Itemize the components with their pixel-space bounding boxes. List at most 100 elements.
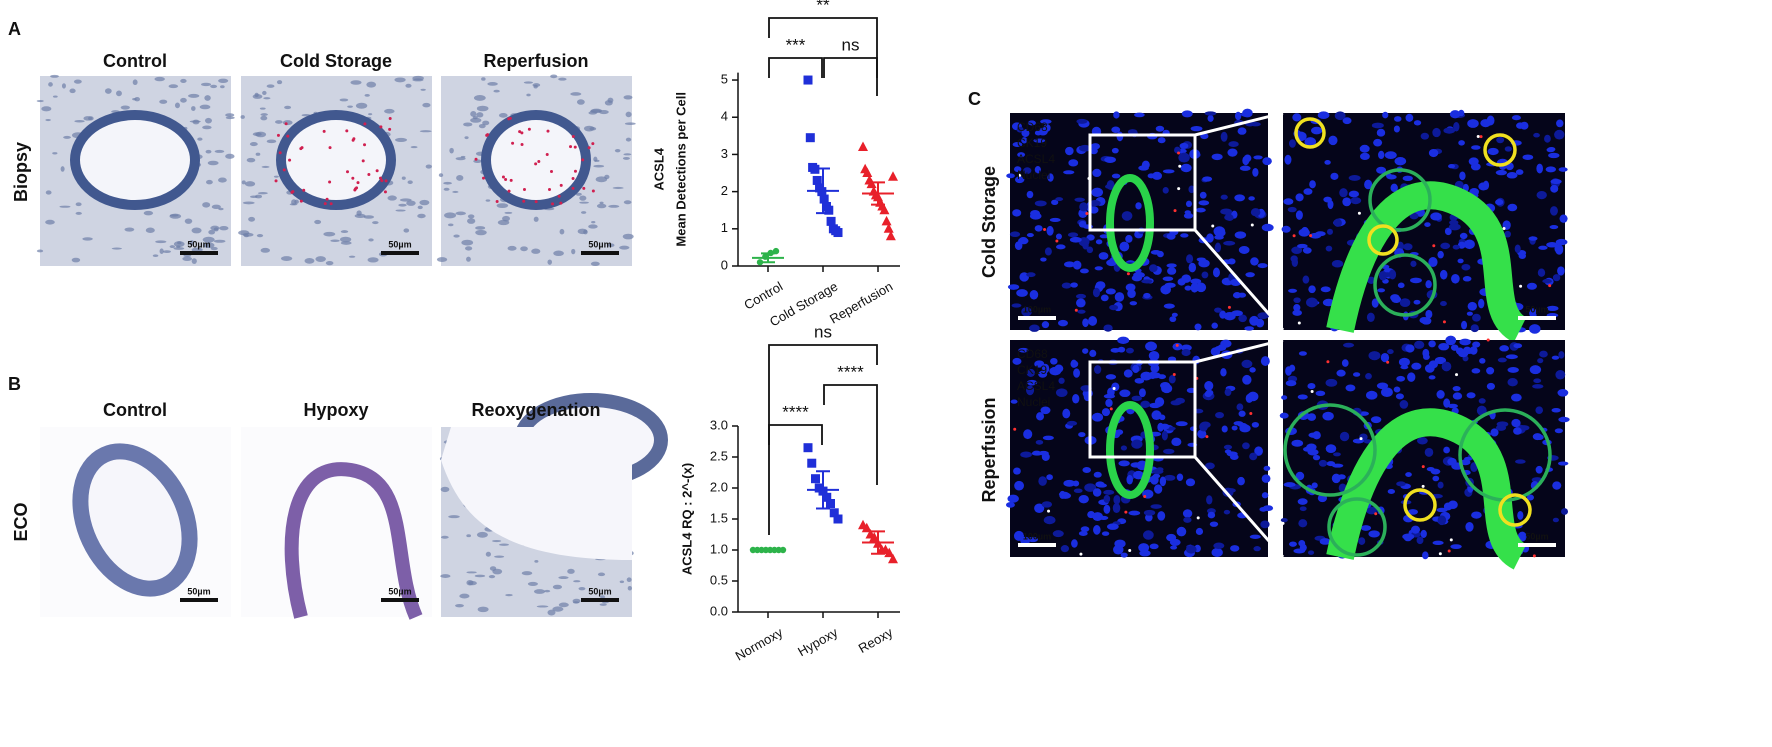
nucleus bbox=[1291, 257, 1299, 267]
nucleus bbox=[1046, 474, 1053, 481]
probe-dot bbox=[509, 178, 513, 182]
nucleus bbox=[1339, 188, 1348, 198]
nucleus bbox=[1026, 272, 1036, 278]
nucleus bbox=[1237, 127, 1247, 135]
cell bbox=[204, 95, 211, 101]
data-point bbox=[826, 216, 836, 226]
nucleus bbox=[1176, 473, 1184, 481]
nucleus bbox=[1034, 225, 1043, 232]
nucleus bbox=[1376, 382, 1389, 390]
nucleus bbox=[1152, 473, 1161, 479]
nucleus bbox=[1478, 398, 1486, 404]
nucleus bbox=[1234, 194, 1246, 202]
nucleus bbox=[1371, 298, 1379, 308]
signal bbox=[1310, 389, 1314, 393]
nucleus bbox=[1352, 372, 1361, 377]
nucleus bbox=[1080, 526, 1090, 532]
cell bbox=[544, 589, 551, 593]
cell bbox=[210, 225, 220, 231]
nucleus bbox=[1391, 296, 1402, 304]
nucleus bbox=[1049, 217, 1061, 222]
y-tick-label: 3.0 bbox=[710, 417, 728, 432]
nucleus bbox=[1398, 357, 1410, 367]
nucleus bbox=[1223, 312, 1236, 321]
image-title: Reoxygenation bbox=[471, 400, 600, 420]
cell bbox=[284, 105, 292, 110]
cell bbox=[132, 79, 138, 86]
nucleus bbox=[1179, 142, 1189, 150]
nucleus bbox=[1542, 278, 1552, 284]
nucleus bbox=[1140, 371, 1153, 381]
data-point bbox=[756, 259, 764, 266]
nucleus bbox=[1245, 272, 1255, 278]
probe-dot bbox=[573, 169, 577, 173]
inset-box bbox=[1088, 133, 1197, 232]
cell bbox=[473, 94, 486, 101]
cell bbox=[420, 88, 426, 91]
nucleus bbox=[1331, 463, 1344, 468]
cell bbox=[455, 603, 464, 608]
probe-dot bbox=[485, 133, 489, 137]
signal bbox=[1486, 338, 1490, 342]
y-tick-label: 1 bbox=[721, 220, 728, 235]
nucleus bbox=[1007, 494, 1019, 503]
probe-dot bbox=[508, 116, 512, 120]
signal bbox=[1074, 308, 1078, 312]
nucleus bbox=[1289, 364, 1296, 372]
significance-bracket bbox=[823, 57, 878, 78]
nucleus bbox=[1529, 324, 1541, 334]
probe-dot bbox=[569, 145, 573, 149]
nucleus bbox=[1452, 244, 1460, 250]
nucleus bbox=[1236, 403, 1244, 411]
nucleus bbox=[1040, 257, 1047, 262]
nucleus bbox=[1253, 155, 1263, 160]
cell bbox=[622, 157, 630, 160]
nucleus bbox=[1548, 152, 1560, 159]
cell bbox=[407, 180, 413, 185]
nucleus bbox=[1348, 174, 1361, 181]
nucleus bbox=[1120, 552, 1128, 558]
nucleus bbox=[1082, 348, 1089, 354]
nucleus bbox=[1554, 428, 1563, 434]
cell bbox=[464, 246, 473, 251]
nucleus bbox=[1410, 260, 1417, 267]
scale-label: 50µm bbox=[187, 239, 210, 249]
nucleus bbox=[1032, 450, 1041, 456]
nucleus bbox=[1487, 147, 1499, 156]
nucleus bbox=[1308, 432, 1319, 438]
cell bbox=[189, 240, 195, 246]
significance-bracket bbox=[768, 57, 823, 78]
scale-label: 50µm bbox=[388, 239, 411, 249]
cell bbox=[260, 115, 268, 121]
y-axis-title: ACSL4 bbox=[651, 147, 666, 190]
nucleus bbox=[1289, 541, 1297, 547]
cell bbox=[294, 199, 299, 204]
signal bbox=[1455, 373, 1459, 377]
data-point bbox=[810, 164, 820, 174]
nucleus bbox=[1311, 482, 1318, 489]
nucleus bbox=[1459, 338, 1471, 346]
signal bbox=[1018, 173, 1022, 177]
data-point bbox=[826, 499, 835, 508]
nucleus bbox=[1214, 229, 1226, 237]
cell bbox=[304, 258, 315, 264]
nucleus bbox=[1554, 129, 1565, 140]
signal bbox=[1359, 437, 1363, 441]
nucleus bbox=[1149, 264, 1158, 273]
nucleus bbox=[1125, 234, 1133, 243]
nucleus bbox=[1065, 146, 1074, 156]
nucleus bbox=[1138, 388, 1146, 398]
nucleus bbox=[1058, 319, 1068, 327]
cell bbox=[570, 92, 582, 96]
nucleus bbox=[1151, 410, 1162, 421]
probe-dot bbox=[559, 201, 563, 205]
nucleus bbox=[1292, 309, 1302, 316]
nucleus bbox=[1112, 503, 1121, 514]
cell bbox=[440, 535, 449, 539]
nucleus bbox=[1118, 460, 1130, 467]
nucleus bbox=[1209, 521, 1219, 527]
nucleus bbox=[1399, 400, 1409, 409]
nucleus bbox=[1110, 347, 1121, 353]
duct bbox=[1326, 181, 1528, 343]
probe-dot bbox=[582, 186, 586, 190]
